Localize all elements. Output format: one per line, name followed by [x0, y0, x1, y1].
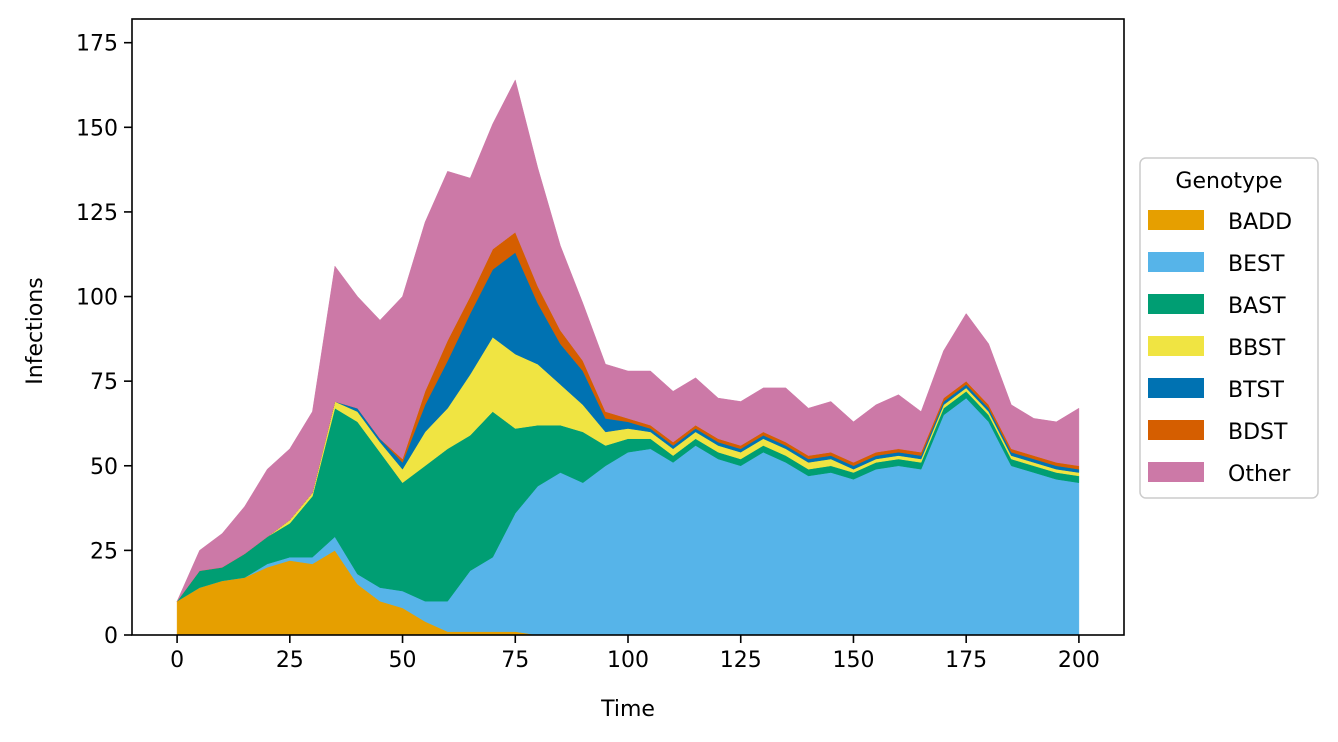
legend: Genotype BADD BEST BAST BBST BTST BDST Other	[1139, 157, 1319, 499]
legend-swatch-bbst	[1148, 336, 1204, 356]
legend-swatch-other	[1148, 462, 1204, 482]
legend-swatch-badd	[1148, 210, 1204, 230]
legend-label-bdst: BDST	[1228, 420, 1288, 445]
x-tick-label: 0	[170, 648, 184, 673]
legend-label-other: Other	[1228, 462, 1291, 487]
y-axis-label: Infections	[23, 277, 48, 384]
y-tick-label: 150	[76, 116, 118, 141]
x-tick-label: 75	[501, 648, 529, 673]
x-tick-label: 150	[832, 648, 874, 673]
legend-title: Genotype	[1175, 169, 1282, 194]
y-tick-label: 0	[104, 624, 118, 649]
legend-swatch-bdst	[1148, 420, 1204, 440]
x-tick-label: 175	[945, 648, 987, 673]
legend-label-badd: BADD	[1228, 210, 1292, 235]
legend-label-bast: BAST	[1228, 294, 1286, 319]
y-tick-label: 75	[90, 370, 118, 395]
legend-label-bbst: BBST	[1228, 336, 1286, 361]
x-axis-label: Time	[600, 697, 655, 722]
y-tick-label: 125	[76, 201, 118, 226]
legend-swatch-btst	[1148, 378, 1204, 398]
x-tick-label: 25	[276, 648, 304, 673]
y-tick-label: 25	[90, 539, 118, 564]
y-tick-label: 100	[76, 286, 118, 311]
y-axis-ticks: 0 25 50 75 100 125 150 175	[76, 32, 132, 649]
y-tick-label: 175	[76, 32, 118, 57]
legend-label-best: BEST	[1228, 252, 1285, 277]
x-tick-label: 125	[720, 648, 762, 673]
legend-box	[1139, 157, 1319, 499]
x-axis-ticks: 0 25 50 75 100 125 150 175 200	[170, 635, 1100, 673]
area-series-group	[176, 79, 1080, 636]
legend-swatch-best	[1148, 252, 1204, 272]
area-series-other	[176, 79, 1080, 602]
x-tick-label: 100	[607, 648, 649, 673]
x-tick-label: 200	[1058, 648, 1100, 673]
legend-items: BADD BEST BAST BBST BTST BDST Other	[1148, 210, 1292, 487]
legend-label-btst: BTST	[1228, 378, 1284, 403]
y-tick-label: 50	[90, 455, 118, 480]
x-tick-label: 50	[389, 648, 417, 673]
legend-swatch-bast	[1148, 294, 1204, 314]
